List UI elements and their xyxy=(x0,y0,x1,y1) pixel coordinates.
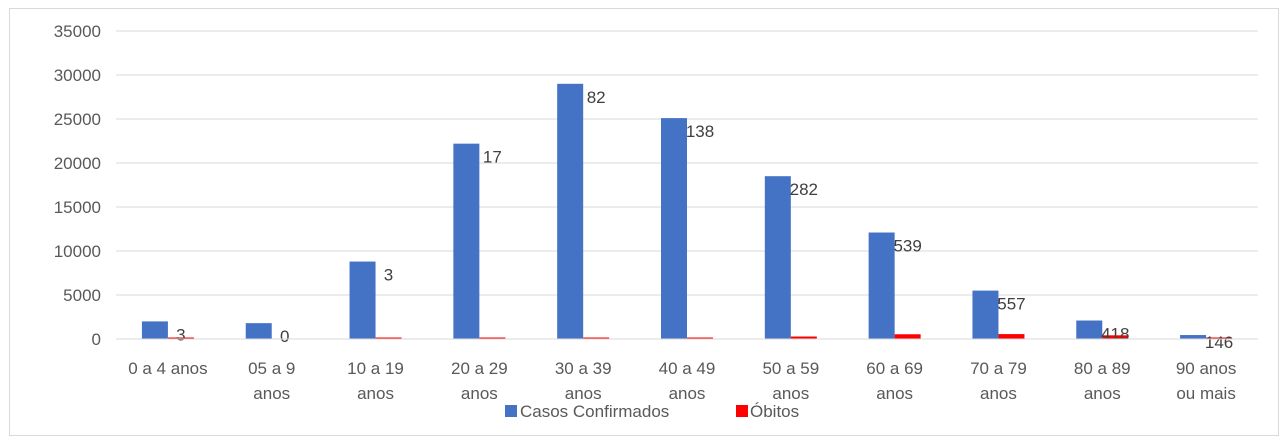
x-tick-label-7-0: 60 a 69 xyxy=(866,359,923,378)
x-tick-label-9-0: 80 a 89 xyxy=(1074,359,1131,378)
x-tick-label-1-0: 05 a 9 xyxy=(248,359,295,378)
bar-obitos-4 xyxy=(583,337,610,339)
x-tick-label-5-1: anos xyxy=(669,384,706,403)
y-tick-label-1: 5000 xyxy=(63,286,101,305)
x-tick-label-0-0: 0 a 4 anos xyxy=(128,359,207,378)
y-tick-label-5: 25000 xyxy=(54,110,101,129)
bar-obitos-10 xyxy=(1206,337,1233,339)
x-tick-label-4-0: 30 a 39 xyxy=(555,359,612,378)
bar-casos-10 xyxy=(1180,335,1207,339)
x-tick-label-8-1: anos xyxy=(980,384,1017,403)
x-tick-label-8-0: 70 a 79 xyxy=(970,359,1027,378)
bar-obitos-7 xyxy=(894,334,921,339)
y-tick-label-7: 35000 xyxy=(54,22,101,41)
x-tick-label-10-0: 90 anos xyxy=(1176,359,1237,378)
bar-obitos-0 xyxy=(167,337,194,339)
x-tick-label-6-0: 50 a 59 xyxy=(762,359,819,378)
bar-casos-1 xyxy=(245,323,272,339)
bar-casos-0 xyxy=(141,321,168,339)
legend-swatch-0 xyxy=(505,405,517,417)
data-label-obitos-9: 418 xyxy=(1101,325,1129,344)
bar-obitos-2 xyxy=(375,337,402,339)
bar-obitos-3 xyxy=(479,337,506,339)
legend-label-1: Óbitos xyxy=(750,402,799,421)
y-tick-label-3: 15000 xyxy=(54,198,101,217)
data-label-obitos-0: 3 xyxy=(176,325,185,344)
data-label-obitos-7: 539 xyxy=(893,237,921,256)
data-label-obitos-6: 282 xyxy=(790,180,818,199)
bar-casos-5 xyxy=(661,118,687,340)
x-tick-label-2-0: 10 a 19 xyxy=(347,359,404,378)
x-tick-label-6-1: anos xyxy=(772,384,809,403)
x-tick-label-3-1: anos xyxy=(461,384,498,403)
x-tick-label-3-0: 20 a 29 xyxy=(451,359,508,378)
x-tick-label-10-1: ou mais xyxy=(1176,384,1236,403)
bar-casos-8 xyxy=(972,290,999,339)
bar-casos-2 xyxy=(349,261,376,339)
bar-casos-7 xyxy=(868,232,895,339)
bar-obitos-6 xyxy=(790,336,817,339)
data-label-obitos-4: 82 xyxy=(587,88,606,107)
data-label-obitos-2: 3 xyxy=(384,266,393,285)
y-tick-label-6: 30000 xyxy=(54,66,101,85)
bar-casos-6 xyxy=(764,176,791,339)
y-tick-label-4: 20000 xyxy=(54,154,101,173)
data-label-obitos-5: 138 xyxy=(686,122,714,141)
bar-obitos-9 xyxy=(1102,335,1129,339)
y-tick-label-0: 0 xyxy=(92,330,101,349)
bar-casos-4 xyxy=(557,83,584,339)
chart-frame xyxy=(9,8,1279,436)
data-label-obitos-1: 0 xyxy=(280,327,289,346)
x-tick-label-4-1: anos xyxy=(565,384,602,403)
x-tick-label-2-1: anos xyxy=(357,384,394,403)
legend-label-0: Casos Confirmados xyxy=(520,402,669,421)
data-label-obitos-10: 146 xyxy=(1205,333,1233,352)
data-label-obitos-3: 17 xyxy=(483,148,502,167)
x-tick-label-9-1: anos xyxy=(1084,384,1121,403)
bar-casos-3 xyxy=(453,143,480,339)
x-tick-label-5-0: 40 a 49 xyxy=(659,359,716,378)
bar-casos-9 xyxy=(1076,320,1103,339)
bar-obitos-5 xyxy=(687,337,713,339)
x-tick-label-7-1: anos xyxy=(876,384,913,403)
data-label-obitos-8: 557 xyxy=(997,295,1025,314)
x-tick-label-1-1: anos xyxy=(253,384,290,403)
y-tick-label-2: 10000 xyxy=(54,242,101,261)
legend-swatch-1 xyxy=(736,405,748,417)
bar-obitos-8 xyxy=(998,334,1025,339)
